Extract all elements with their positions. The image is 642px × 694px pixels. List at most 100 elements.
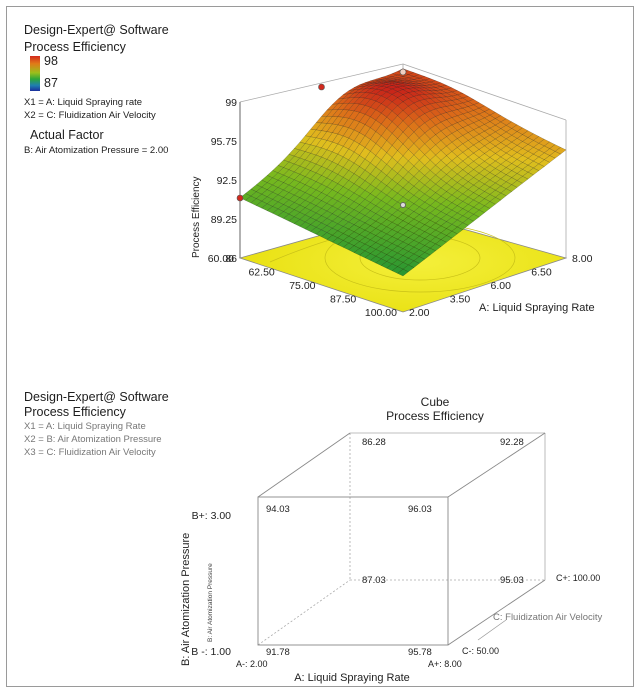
design-points xyxy=(236,68,407,208)
cube-inner-axis-label: B: Air Atomization Pressure xyxy=(207,563,214,642)
actual-factor-title: Actual Factor xyxy=(30,128,104,142)
surface-cell xyxy=(419,143,431,155)
surface-cell xyxy=(375,170,387,183)
surface-cell xyxy=(375,237,388,246)
surface-cell xyxy=(321,140,333,151)
figure-frame xyxy=(6,6,634,687)
surface-cell xyxy=(505,135,518,143)
surface-cell xyxy=(250,191,263,199)
surface-cell xyxy=(332,143,344,155)
panel1-software-title: Design-Expert@ Software xyxy=(24,23,169,37)
design-point xyxy=(399,68,407,76)
surface-cell xyxy=(511,180,523,188)
y-tick-label: 100.00 xyxy=(365,307,397,319)
surface-cell xyxy=(418,209,431,218)
cube-z-axis-leader xyxy=(477,619,507,641)
panel1-x2-label: X2 = C: Fluidization Air Velocity xyxy=(24,110,156,121)
surface-cell xyxy=(369,85,382,90)
surface-cell xyxy=(304,161,317,171)
surface-cell xyxy=(456,193,469,202)
surface-cell xyxy=(288,163,301,173)
cube-x-low-label: A-: 2.00 xyxy=(236,659,268,669)
z-axis-label: Process Efficiency xyxy=(191,176,202,258)
cube-edge xyxy=(447,432,546,498)
cube-corner-value: 91.78 xyxy=(266,647,290,658)
design-point xyxy=(318,83,325,91)
legend-low-value: 87 xyxy=(44,76,58,90)
panel2-software-title: Design-Expert@ Software xyxy=(24,390,169,404)
surface-cell xyxy=(337,125,349,137)
surface-cell xyxy=(386,81,398,84)
z-tick-label: 86 xyxy=(225,253,237,265)
surface-cell xyxy=(293,197,306,206)
surface-cell xyxy=(375,230,388,239)
surface-cell xyxy=(386,78,398,81)
z-tick-label: 99 xyxy=(225,97,237,109)
y-tick-label: 60.00 xyxy=(208,253,234,265)
surface-cell xyxy=(424,247,436,256)
surface-cell xyxy=(337,156,349,168)
surface-cell xyxy=(255,186,268,195)
surface-cell xyxy=(500,160,513,168)
y-tick-label: 87.50 xyxy=(330,294,356,306)
surface-cell xyxy=(457,135,469,145)
surface-cell xyxy=(337,226,350,234)
surface-cell xyxy=(392,82,404,85)
surface-cell xyxy=(456,102,469,109)
surface-cell xyxy=(419,132,431,145)
surface-cell xyxy=(440,235,453,243)
surface-cell xyxy=(457,143,469,153)
surface-cell xyxy=(245,195,257,204)
surface-cell xyxy=(456,127,469,136)
surface-cell xyxy=(456,185,469,195)
surface-ticks: 86 89.25 92.5 95.75 99 60.00 62.50 75.00 87.50 10… xyxy=(208,97,593,319)
surface-cell xyxy=(408,260,420,268)
surface-cell xyxy=(375,159,387,172)
color-legend-bar xyxy=(30,56,40,91)
surface-cell xyxy=(500,188,513,197)
surface-cell xyxy=(419,87,431,91)
panel1-response-title: Process Efficiency xyxy=(24,40,126,54)
cube-edge xyxy=(257,432,351,498)
cube-corner-value: 95.03 xyxy=(500,575,524,586)
surface-cell xyxy=(500,138,513,147)
surface-cell xyxy=(293,157,306,167)
surface-cell xyxy=(456,97,469,104)
surface-cell xyxy=(375,216,388,225)
surface-cell xyxy=(375,191,387,201)
x-tick-label: 8.00 xyxy=(572,253,593,265)
surface-cell xyxy=(255,179,268,188)
surface-cell xyxy=(419,122,431,134)
cube-y-low-label: B -: 1.00 xyxy=(191,646,231,658)
x-tick-label: 6.50 xyxy=(531,267,552,279)
z-tick-label: 95.75 xyxy=(211,136,237,148)
surface-cell xyxy=(321,116,333,124)
cube-back-face xyxy=(257,432,546,646)
surface-cell xyxy=(418,224,431,232)
cube-corner-values: 91.78 95.78 94.03 96.03 87.03 95.03 86.2… xyxy=(266,437,524,658)
surface-cell xyxy=(457,152,469,162)
panel2-x2-label: X2 = B: Air Atomization Pressure xyxy=(24,434,162,445)
z-tick-label: 89.25 xyxy=(211,214,237,226)
surface-cell xyxy=(386,263,398,272)
surface-cell xyxy=(456,222,469,230)
surface-cell xyxy=(375,112,387,125)
cube-x-high-label: A+: 8.00 xyxy=(428,659,462,669)
surface-cell xyxy=(337,195,349,205)
surface-right-wall-top xyxy=(402,63,567,121)
legend-high-value: 98 xyxy=(44,54,58,68)
surface-cell xyxy=(375,135,387,149)
surface-cell xyxy=(375,123,387,137)
x-tick-label: 6.00 xyxy=(491,280,512,292)
surface-cell xyxy=(456,215,469,224)
surface-cell xyxy=(337,167,349,178)
cube-front-rect xyxy=(257,496,449,646)
surface-cell xyxy=(375,200,387,210)
surface-cell xyxy=(418,201,431,211)
panel1-x1-label: X1 = A: Liquid Spraying rate xyxy=(24,97,143,108)
cube-corner-value: 92.28 xyxy=(500,437,524,448)
surface-cell xyxy=(272,201,284,210)
surface-cell xyxy=(419,165,431,176)
surface-cell xyxy=(457,177,469,187)
surface-cell xyxy=(500,152,513,161)
